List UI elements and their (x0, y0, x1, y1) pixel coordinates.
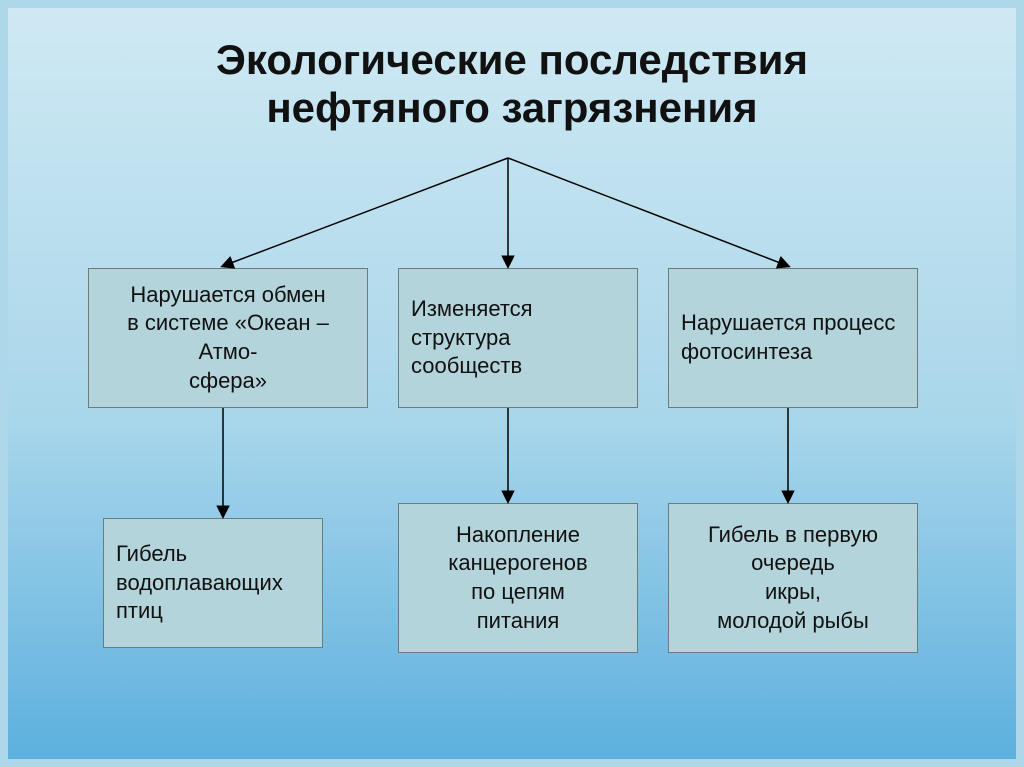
outer-frame: Экологические последствия нефтяного загр… (0, 0, 1024, 767)
node-b21: Гибельводоплавающихптиц (103, 518, 323, 648)
title-line-2: нефтяного загрязнения (266, 84, 757, 131)
node-b12: Изменяется структурасообществ (398, 268, 638, 408)
node-b23-text: Гибель в первуюочередьикры,молодой рыбы (669, 511, 917, 645)
node-b22-text: Накоплениеканцерогеновпо цепямпитания (399, 511, 637, 645)
node-b23: Гибель в первуюочередьикры,молодой рыбы (668, 503, 918, 653)
node-b12-text: Изменяется структурасообществ (399, 285, 637, 391)
edge-title-b13 (508, 158, 788, 266)
node-b21-text: Гибельводоплавающихптиц (104, 530, 322, 636)
title-line-1: Экологические последствия (216, 36, 808, 83)
edge-title-b11 (223, 158, 508, 266)
node-b13-text: Нарушается процесс фотосинтеза (669, 299, 917, 376)
node-b13: Нарушается процесс фотосинтеза (668, 268, 918, 408)
slide: Экологические последствия нефтяного загр… (8, 8, 1016, 759)
node-b11-text: Нарушается обменв системе «Океан – Атмо-… (89, 271, 367, 405)
node-b22: Накоплениеканцерогеновпо цепямпитания (398, 503, 638, 653)
node-b11: Нарушается обменв системе «Океан – Атмо-… (88, 268, 368, 408)
slide-title: Экологические последствия нефтяного загр… (8, 36, 1016, 133)
